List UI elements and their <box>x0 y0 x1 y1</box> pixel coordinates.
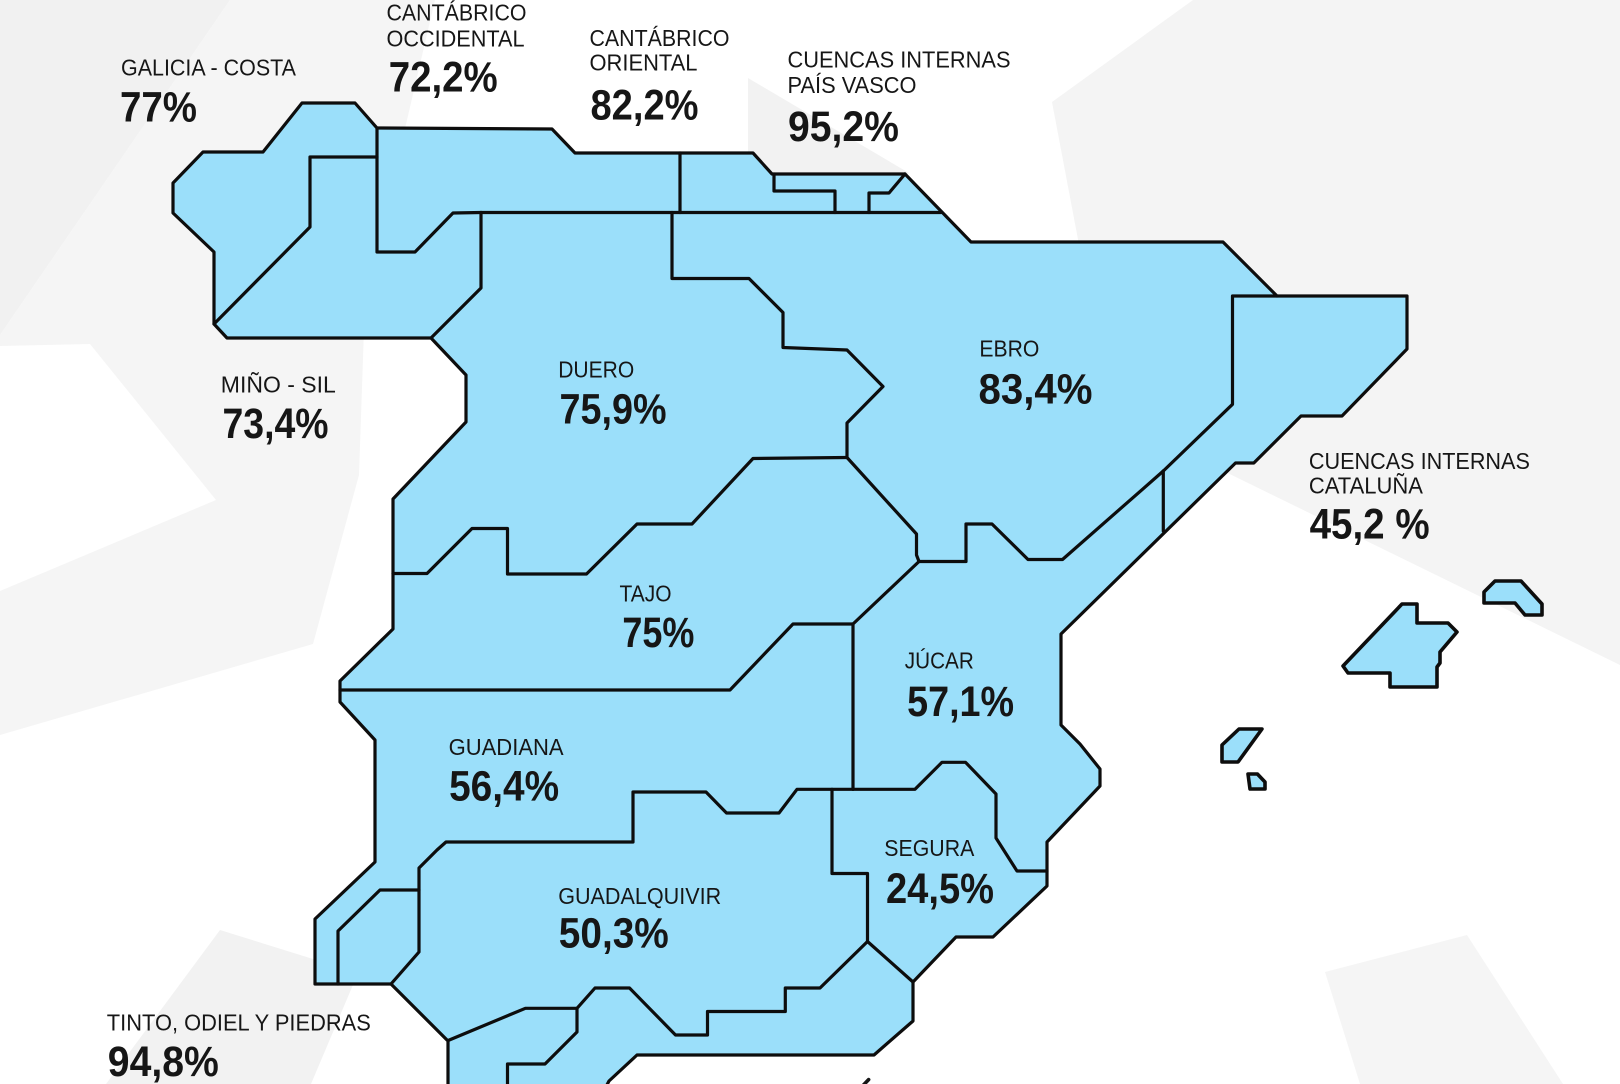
svg-text:MIÑO - SIL: MIÑO - SIL <box>221 372 336 398</box>
svg-text:75%: 75% <box>622 610 694 657</box>
svg-text:75,9%: 75,9% <box>560 387 667 434</box>
svg-text:TINTO, ODIEL Y PIEDRAS: TINTO, ODIEL Y PIEDRAS <box>107 1010 371 1036</box>
svg-text:56,4%: 56,4% <box>449 764 559 811</box>
svg-text:73,4%: 73,4% <box>223 401 329 448</box>
svg-text:SEGURA: SEGURA <box>884 835 974 861</box>
svg-text:CUENCAS INTERNAS: CUENCAS INTERNAS <box>1309 448 1530 474</box>
svg-text:CATALUÑA: CATALUÑA <box>1309 473 1423 499</box>
svg-text:82,2%: 82,2% <box>591 83 699 130</box>
svg-text:95,2%: 95,2% <box>788 104 899 151</box>
svg-text:EBRO: EBRO <box>979 336 1039 362</box>
svg-text:PAÍS VASCO: PAÍS VASCO <box>788 72 917 98</box>
svg-text:45,2 %: 45,2 % <box>1310 502 1430 549</box>
svg-text:JÚCAR: JÚCAR <box>905 648 974 674</box>
svg-text:CANTÁBRICO: CANTÁBRICO <box>590 25 730 51</box>
svg-text:77%: 77% <box>120 85 197 132</box>
svg-text:GUADALQUIVIR: GUADALQUIVIR <box>558 883 721 909</box>
svg-text:CUENCAS INTERNAS: CUENCAS INTERNAS <box>788 47 1011 73</box>
svg-text:TAJO: TAJO <box>620 581 672 607</box>
svg-text:57,1%: 57,1% <box>907 679 1014 726</box>
svg-text:GUADIANA: GUADIANA <box>449 734 564 760</box>
svg-text:24,5%: 24,5% <box>886 866 994 913</box>
svg-text:DUERO: DUERO <box>558 357 634 383</box>
svg-text:OCCIDENTAL: OCCIDENTAL <box>387 25 525 51</box>
svg-text:GALICIA - COSTA: GALICIA - COSTA <box>121 55 296 81</box>
svg-text:83,4%: 83,4% <box>979 367 1093 414</box>
svg-text:94,8%: 94,8% <box>108 1039 219 1084</box>
svg-text:CANTÁBRICO: CANTÁBRICO <box>387 0 527 25</box>
svg-text:50,3%: 50,3% <box>559 911 669 958</box>
svg-text:72,2%: 72,2% <box>389 55 498 102</box>
svg-text:ORIENTAL: ORIENTAL <box>590 50 698 76</box>
